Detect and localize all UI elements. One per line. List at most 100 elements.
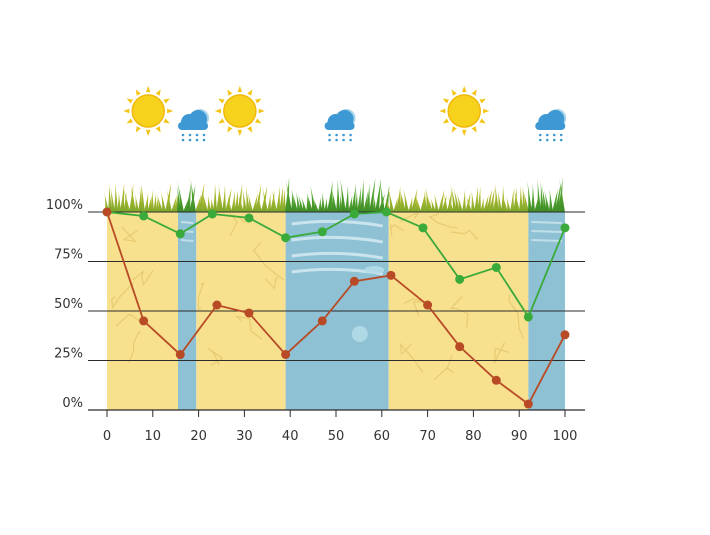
sun-ray — [471, 89, 477, 96]
data-point — [386, 270, 396, 280]
sun-ray — [442, 118, 450, 124]
grass-blade — [369, 177, 376, 212]
water-wave — [291, 251, 383, 260]
grass-blade — [222, 184, 226, 212]
data-point — [423, 300, 433, 310]
grass-blade — [450, 183, 457, 212]
grass-blade — [257, 194, 262, 212]
sun-ray — [451, 89, 457, 96]
grass-blade — [534, 197, 539, 212]
rain-drop — [328, 138, 331, 142]
grass-blade — [160, 190, 166, 212]
grass-blade — [345, 185, 349, 212]
sun-ray — [237, 129, 243, 136]
sun-ray — [155, 89, 161, 96]
grass-blade — [201, 189, 208, 212]
grass-blade — [171, 195, 177, 212]
grass-blade — [210, 197, 214, 212]
x-tick-label: 50 — [328, 429, 345, 444]
rain-cloud-icon — [324, 109, 356, 142]
grass-blade — [130, 184, 136, 212]
sun-ray — [439, 108, 446, 114]
data-point — [281, 350, 291, 360]
grass-blade — [549, 188, 553, 212]
grass-blade — [544, 189, 550, 212]
grass-blade — [531, 183, 535, 212]
grass-blade — [297, 194, 304, 212]
sun-ray — [167, 108, 174, 114]
grass-blade — [354, 191, 358, 212]
y-tick-label: 0% — [62, 396, 83, 411]
soil-crack — [115, 313, 143, 327]
rain-drop — [545, 138, 549, 142]
grass-blade — [402, 187, 409, 212]
water-wave — [180, 221, 194, 224]
soil-crack — [265, 277, 279, 290]
rain-drop — [195, 133, 199, 137]
soil-crack — [493, 342, 510, 364]
grass-blade — [104, 192, 109, 212]
grass-blade — [444, 193, 448, 212]
y-tick-label: 50% — [54, 297, 83, 312]
grass-blade — [541, 185, 547, 212]
grass-blade — [123, 186, 130, 212]
rain-drop — [552, 138, 556, 142]
x-tick-label: 90 — [511, 429, 528, 444]
sun-ray — [237, 86, 243, 93]
sun-ray — [461, 129, 467, 136]
rain-drop — [195, 138, 199, 142]
grass-blade — [351, 183, 357, 212]
grass-blade — [474, 186, 478, 212]
water-wave — [531, 230, 563, 233]
x-tick-label: 70 — [419, 429, 436, 444]
grass-blade — [477, 186, 481, 212]
water-wave — [531, 239, 563, 242]
rain-drop — [342, 138, 345, 142]
grass-blade — [183, 196, 190, 212]
data-point — [175, 350, 185, 360]
grass-blade — [426, 194, 433, 212]
grass-blade — [385, 197, 391, 212]
grass-blade — [408, 196, 413, 212]
data-point — [455, 342, 465, 352]
grass-blade — [117, 191, 121, 212]
data-point — [244, 213, 254, 223]
grass-blade — [489, 188, 495, 212]
grass-blade — [348, 195, 353, 212]
sun-ray — [218, 98, 225, 104]
sun-ray — [247, 89, 253, 96]
grass-blade — [540, 181, 544, 212]
rain-drop — [202, 138, 206, 142]
water-wave — [291, 219, 383, 228]
grass-blade — [216, 187, 220, 212]
grass-blade — [279, 185, 283, 212]
grass-blade — [519, 185, 523, 212]
grass-blade — [324, 197, 328, 212]
grass-blade — [110, 187, 115, 212]
soil-crack — [128, 331, 141, 364]
rain-drop — [349, 133, 352, 137]
grass-blade — [295, 191, 301, 212]
y-tick-label: 25% — [54, 347, 83, 362]
grass-blade — [330, 190, 334, 212]
grass-blade — [190, 177, 196, 212]
cloud-base — [324, 122, 355, 130]
water-wave — [531, 221, 563, 224]
sun-ray — [479, 98, 486, 104]
x-tick-label: 80 — [465, 429, 482, 444]
grass-blade — [480, 197, 484, 212]
sun-ray — [214, 108, 221, 114]
data-point — [207, 209, 217, 219]
sun-ray — [126, 118, 134, 124]
grass-blade — [138, 184, 142, 212]
sun-icon — [123, 86, 174, 136]
grass-blade — [434, 192, 439, 212]
grass-blade — [375, 177, 382, 212]
grass-blade — [506, 196, 511, 212]
grass-blade — [231, 190, 235, 212]
sun-ray — [145, 86, 151, 93]
grass-blade — [267, 193, 271, 212]
sun-ray — [218, 118, 225, 124]
data-point — [491, 262, 501, 272]
